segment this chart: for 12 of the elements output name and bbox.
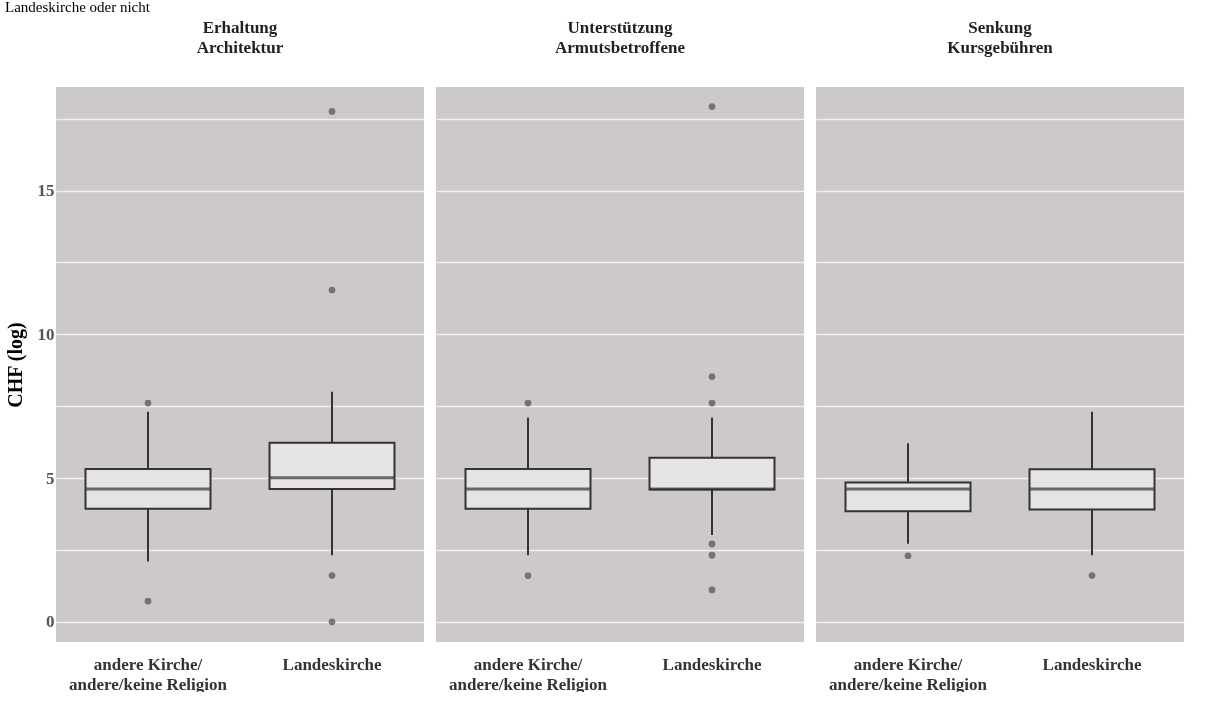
y-tick-label: 10 (37, 324, 55, 344)
chart-title: Unterstützung Armutsbetroffene (555, 18, 686, 57)
chart-title: Senkung Kursgebühren (947, 18, 1054, 57)
y-tick-label: 0 (46, 612, 55, 632)
chart-title: Erhaltung Architektur (196, 18, 284, 57)
y-axis-title: CHF (log) (3, 322, 27, 408)
text: Landeskirche oder nicht (5, 0, 151, 15)
x-tick-label: Landeskirche (282, 654, 382, 674)
x-tick-label: Landeskirche (662, 654, 762, 674)
x-tick-label: Landeskirche (1042, 654, 1142, 674)
y-tick-label: 15 (37, 181, 55, 201)
y-tick-label: 5 (46, 468, 55, 488)
